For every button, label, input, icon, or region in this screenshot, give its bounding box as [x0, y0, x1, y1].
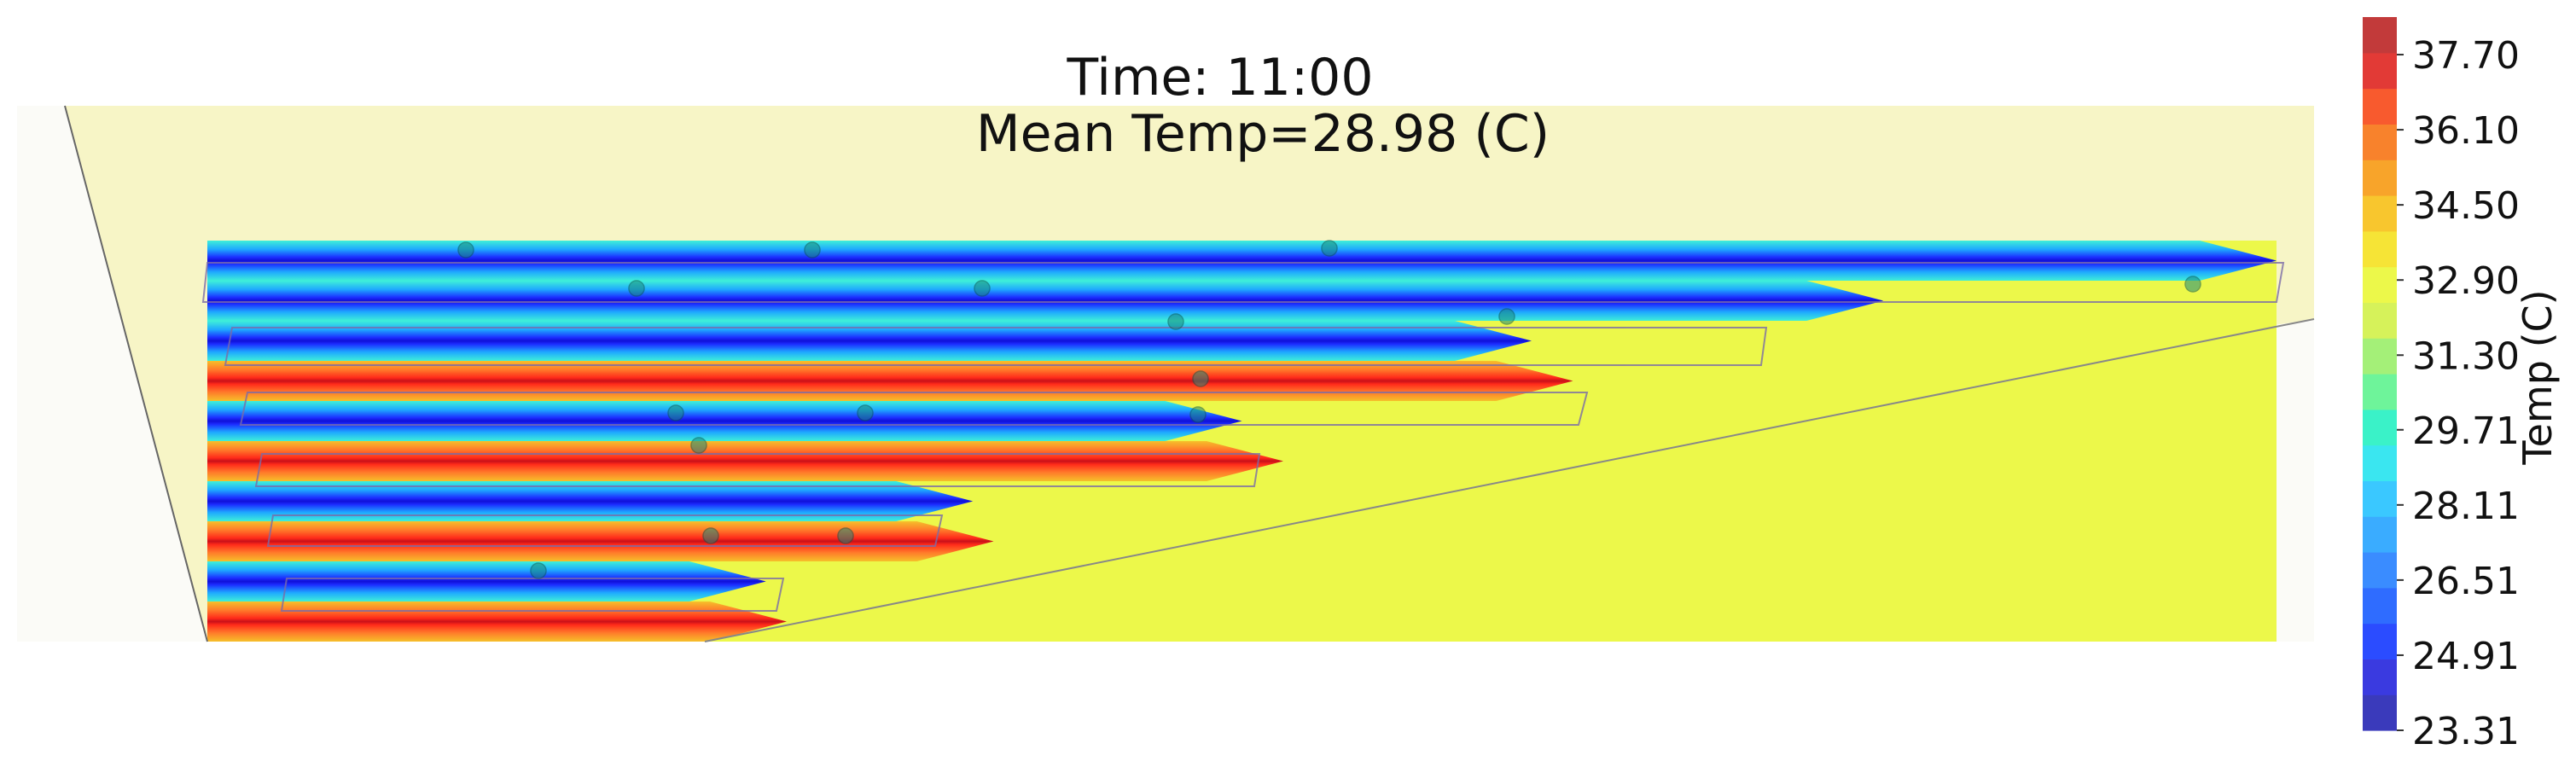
heat-row-9-cool — [207, 561, 766, 601]
colorbar-cell — [2363, 88, 2397, 125]
colorbar-tick-label: 34.50 — [2412, 184, 2520, 228]
colorbar-cell — [2363, 302, 2397, 339]
colorbar-cell — [2363, 480, 2397, 517]
colorbar-tick-label: 24.91 — [2412, 635, 2520, 678]
colorbar-tick-label: 37.70 — [2412, 34, 2520, 78]
outline-4 — [254, 453, 1261, 487]
sensor-marker — [667, 404, 684, 421]
sensor-marker — [457, 241, 474, 259]
colorbar-tick-label: 29.71 — [2412, 410, 2520, 453]
colorbar-cell — [2363, 516, 2397, 553]
heat-row-5-cool — [207, 401, 1242, 441]
outline-3 — [239, 392, 1589, 426]
sensor-markers — [457, 240, 2201, 579]
left-edge-line — [64, 105, 208, 642]
sensor-marker — [1189, 406, 1207, 423]
colorbar-cell — [2363, 552, 2397, 589]
sensor-marker — [690, 437, 707, 454]
sensor-marker — [1192, 370, 1209, 387]
outline-5 — [266, 514, 944, 547]
outline-overlays — [201, 262, 2285, 612]
colorbar-cell — [2363, 230, 2397, 268]
colorbar-cell — [2363, 587, 2397, 625]
sensor-marker — [837, 527, 854, 544]
heat-row-4-hot — [207, 361, 1573, 401]
outline-2 — [224, 327, 1768, 366]
colorbar-tick-label: 36.10 — [2412, 109, 2520, 153]
colorbar-tick-label: 26.51 — [2412, 560, 2520, 603]
colorbar-cell — [2363, 409, 2397, 446]
colorbar-tick-label: 31.30 — [2412, 334, 2520, 378]
chart-title: Time: 11:00 — [1067, 48, 1374, 107]
colorbar: 37.70 36.10 34.50 32.90 31.30 29.71 28.11 26.51… — [2363, 17, 2561, 753]
heat-row-1-cool — [207, 241, 2277, 281]
heat-row-8-hot — [207, 521, 994, 561]
colorbar-cell — [2363, 338, 2397, 375]
outline-6 — [280, 578, 785, 612]
chart-subtitle: Mean Temp=28.98 (C) — [975, 104, 1550, 164]
colorbar-cell — [2363, 124, 2397, 160]
colorbar-ticks: 37.70 36.10 34.50 32.90 31.30 29.71 28.11 26.51… — [2397, 34, 2520, 753]
sensor-marker — [974, 280, 991, 297]
sensor-marker — [628, 280, 645, 297]
sensor-marker — [530, 562, 547, 579]
colorbar-cell — [2363, 659, 2397, 695]
colorbar-cell — [2363, 17, 2397, 54]
sensor-marker — [804, 241, 821, 259]
sensor-marker — [1321, 240, 1338, 257]
colorbar-label: Temp (C) — [2515, 289, 2561, 465]
sensor-marker — [857, 404, 874, 421]
colorbar-tick-label: 28.11 — [2412, 485, 2520, 528]
heat-row-2-cool — [207, 281, 1884, 321]
heat-field — [207, 241, 2277, 642]
colorbar-cells — [2363, 17, 2397, 731]
colorbar-cell — [2363, 694, 2397, 731]
colorbar-cell — [2363, 266, 2397, 303]
colorbar-cell — [2363, 623, 2397, 660]
colorbar-cell — [2363, 160, 2397, 196]
colorbar-cell — [2363, 445, 2397, 481]
colorbar-tick-label: 23.31 — [2412, 710, 2520, 753]
heat-row-7-cool — [207, 481, 974, 521]
sensor-marker — [1167, 313, 1184, 330]
heat-row-3-cool — [207, 321, 1532, 361]
diagonal-edge-line — [704, 318, 2315, 642]
colorbar-cell — [2363, 374, 2397, 410]
outline-1 — [201, 262, 2285, 303]
colorbar-cell — [2363, 52, 2397, 90]
sensor-marker — [2184, 276, 2201, 293]
colorbar-tick-label: 32.90 — [2412, 259, 2520, 303]
sensor-marker — [702, 527, 719, 544]
sensor-marker — [1498, 308, 1515, 325]
heat-row-10-hot — [207, 601, 787, 642]
colorbar-cell — [2363, 195, 2397, 232]
heat-row-6-hot — [207, 441, 1283, 481]
